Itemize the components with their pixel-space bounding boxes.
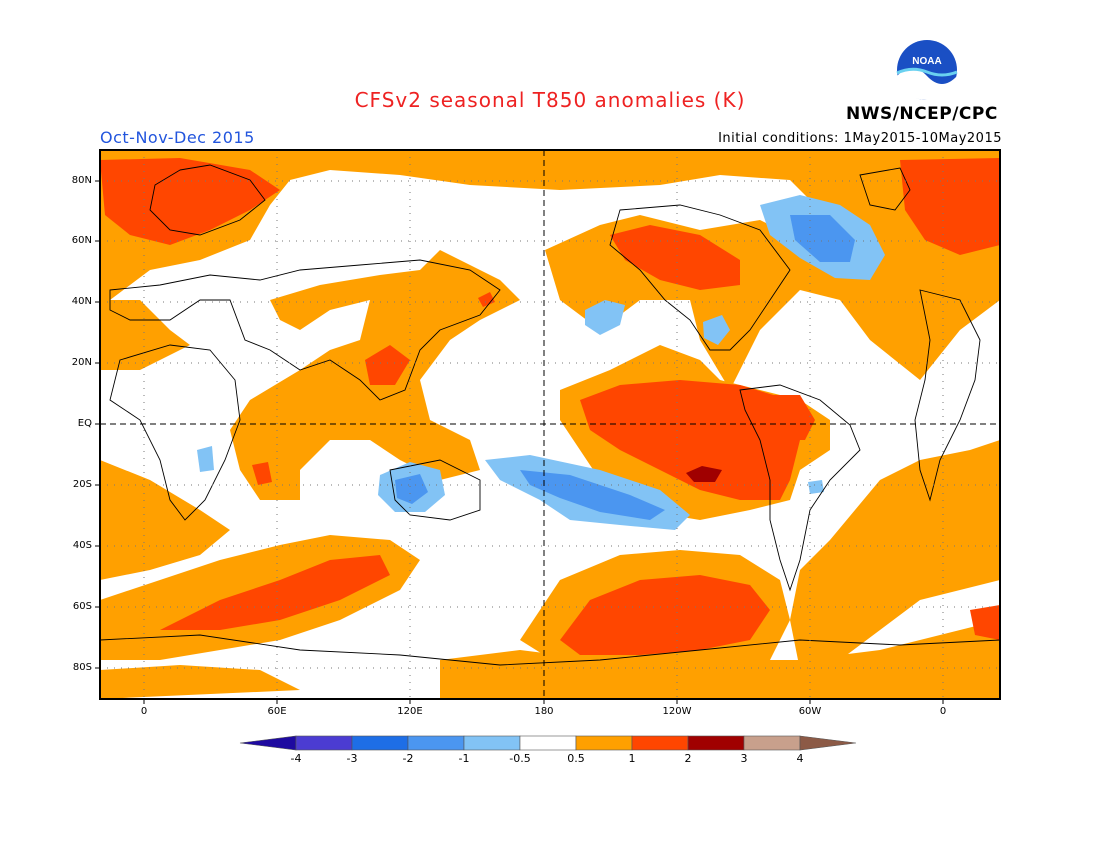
anomaly-region xyxy=(365,345,410,385)
lon-label: 0 xyxy=(140,706,148,717)
colorbar-swatch xyxy=(351,735,409,751)
colorbar-swatch xyxy=(687,735,745,751)
colorbar-swatch xyxy=(743,735,801,751)
lat-label: 80S xyxy=(72,662,92,673)
anomaly-region xyxy=(478,292,495,307)
lon-label: 180 xyxy=(534,706,554,717)
season-label: Oct-Nov-Dec 2015 xyxy=(100,128,255,147)
colorbar-tick-label: 1 xyxy=(628,752,636,765)
colorbar-tick-label: -0.5 xyxy=(509,752,531,765)
colorbar-swatch xyxy=(295,735,353,751)
anomaly-region xyxy=(970,605,1000,640)
lat-label: EQ xyxy=(77,418,92,429)
colorbar-tick-label: -2 xyxy=(402,752,414,765)
lat-label: 60N xyxy=(71,235,92,246)
anomaly-region xyxy=(560,575,770,655)
lat-label: 80N xyxy=(71,175,92,186)
anomaly-region xyxy=(790,440,1000,670)
lat-label: 20S xyxy=(72,479,92,490)
anomaly-region xyxy=(395,474,428,504)
colorbar-tick-label: -4 xyxy=(290,752,302,765)
anomaly-region xyxy=(770,395,815,440)
colorbar-swatch xyxy=(463,735,521,751)
anomaly-region xyxy=(686,466,722,482)
anomaly-region xyxy=(440,620,1000,699)
coastlines xyxy=(100,164,1000,666)
anomaly-region xyxy=(585,300,625,335)
initial-conditions-label: Initial conditions: 1May2015-10May2015 xyxy=(718,131,1002,146)
colorbar xyxy=(239,735,857,751)
noaa-logo-icon: NOAA xyxy=(896,40,958,101)
colorbar-tick-label: 2 xyxy=(684,752,692,765)
reference-lines xyxy=(100,150,1000,699)
anomaly-region xyxy=(252,462,272,485)
lon-label: 60W xyxy=(798,706,822,717)
lon-label: 120W xyxy=(662,706,692,717)
anomaly-region xyxy=(900,158,1000,255)
colorbar-swatch xyxy=(575,735,633,751)
colorbar-swatch xyxy=(519,735,577,751)
lat-label: 40N xyxy=(71,296,92,307)
lon-label: 60E xyxy=(267,706,287,717)
lon-label: 0 xyxy=(939,706,947,717)
colorbar-tick-label: 3 xyxy=(740,752,748,765)
colorbar-tick-label: 0.5 xyxy=(567,752,585,765)
anomaly-region xyxy=(100,460,230,580)
colorbar-swatch xyxy=(239,735,297,751)
colorbar-tick-label: 4 xyxy=(796,752,804,765)
lon-label: 120E xyxy=(397,706,423,717)
colorbar-swatch xyxy=(631,735,689,751)
colorbar-swatch xyxy=(799,735,857,751)
lat-label: 40S xyxy=(72,540,92,551)
anomaly-region xyxy=(790,215,855,262)
anomaly-region xyxy=(100,158,280,245)
axis-ticks xyxy=(95,180,944,704)
anomaly-region xyxy=(100,300,190,370)
anomaly-region xyxy=(610,225,740,290)
colorbar-swatch xyxy=(407,735,465,751)
lat-label: 60S xyxy=(72,601,92,612)
chart-title: CFSv2 seasonal T850 anomalies (K) xyxy=(354,88,746,112)
noaa-logo-text: NOAA xyxy=(912,56,941,67)
anomaly-field xyxy=(100,150,1000,699)
colorbar-tick-label: -1 xyxy=(458,752,470,765)
anomaly-region xyxy=(808,480,824,494)
graticule xyxy=(100,150,1000,699)
anomaly-region xyxy=(160,555,390,630)
anomaly-region xyxy=(703,315,730,345)
anomaly-region xyxy=(197,446,214,472)
colorbar-tick-label: -3 xyxy=(346,752,358,765)
lat-label: 20N xyxy=(71,357,92,368)
anomaly-region xyxy=(100,665,300,699)
anomaly-region xyxy=(520,470,665,520)
agency-label: NWS/NCEP/CPC xyxy=(846,104,998,124)
